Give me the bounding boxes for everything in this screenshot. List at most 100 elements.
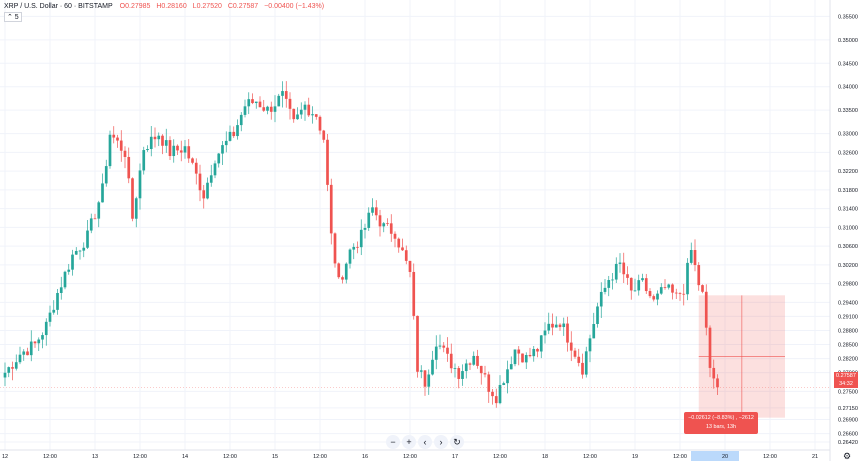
candle-body — [716, 378, 719, 388]
candle-body — [442, 345, 446, 348]
candle-body — [296, 114, 299, 120]
candle-body — [468, 363, 472, 365]
candle-body — [393, 233, 397, 239]
candle-body — [191, 158, 194, 163]
y-tick-label: 0.29100 — [838, 314, 858, 320]
candle-body — [194, 162, 198, 174]
x-tick-label: 12:00 — [583, 454, 597, 460]
candle-body — [198, 173, 202, 191]
candle-body — [569, 342, 573, 351]
candle-body — [367, 212, 371, 228]
candle-body — [228, 131, 232, 141]
candle-body — [641, 278, 644, 281]
measure-change: −0.02612 (−8.83%) , −2612 — [688, 415, 754, 421]
candle-body — [97, 202, 101, 219]
candle-body — [71, 254, 74, 270]
candle-body — [487, 374, 491, 392]
candle-body — [311, 114, 314, 116]
candle-body — [161, 135, 164, 146]
candle-body — [303, 104, 307, 110]
candle-body — [7, 367, 11, 373]
candle-body — [554, 324, 558, 328]
x-tick-label: 17 — [452, 454, 458, 460]
candle-body — [491, 391, 494, 397]
candle-body — [558, 324, 562, 328]
candle-body — [138, 170, 142, 199]
candle-body — [333, 233, 337, 264]
candle-body — [329, 184, 333, 234]
y-tick-label: 0.26420 — [838, 440, 858, 446]
candle-body — [667, 284, 671, 288]
candle-body — [603, 287, 607, 292]
candle-body — [592, 323, 596, 339]
candle-body — [269, 106, 273, 112]
y-tick-label: 0.26900 — [838, 418, 858, 424]
candle-body — [389, 223, 393, 234]
candle-body — [164, 140, 168, 146]
candle-body — [22, 351, 26, 355]
candle-body — [224, 140, 228, 146]
candle-body — [142, 150, 146, 171]
candle-body — [78, 250, 82, 252]
candle-body — [408, 260, 412, 272]
candle-body — [674, 292, 678, 294]
candle-body — [637, 280, 641, 291]
gear-icon[interactable]: ⚙ — [843, 451, 852, 461]
candle-body — [146, 149, 149, 151]
y-tick-label: 0.29400 — [838, 300, 858, 306]
y-tick-label: 0.28200 — [838, 357, 858, 363]
zoom-out-button[interactable]: − — [386, 435, 400, 449]
candle-body — [596, 306, 599, 324]
candle-body — [52, 309, 56, 313]
candle-body — [74, 250, 78, 255]
candle-body — [517, 349, 521, 354]
candle-body — [348, 249, 352, 264]
x-tick-label: 13 — [92, 454, 98, 460]
candle-body — [374, 207, 378, 216]
candle-body — [247, 99, 251, 107]
scroll-back-button[interactable]: ‹ — [418, 435, 432, 449]
candle-body — [326, 139, 329, 185]
candle-body — [532, 348, 536, 357]
candle-body — [18, 354, 22, 363]
candle-body — [543, 330, 547, 336]
candle-body — [682, 293, 686, 295]
candle-body — [397, 238, 401, 248]
candle-body — [708, 327, 712, 368]
scroll-forward-button[interactable]: › — [434, 435, 448, 449]
y-tick-label: 0.27150 — [838, 406, 858, 412]
candle-body — [457, 368, 461, 379]
candle-body — [29, 341, 33, 356]
x-tick-label: 12:00 — [43, 454, 57, 460]
candle-body — [412, 271, 416, 316]
candle-body — [243, 106, 247, 115]
candle-body — [678, 293, 682, 294]
candle-body — [423, 370, 427, 387]
candle-body — [183, 146, 187, 153]
candle-body — [363, 227, 367, 230]
candle-body — [453, 368, 457, 369]
zoom-in-button[interactable]: + — [402, 435, 416, 449]
candle-body — [633, 290, 637, 292]
y-tick-label: 0.31400 — [838, 207, 858, 213]
candle-body — [656, 293, 659, 300]
candle-body — [464, 363, 468, 372]
candle-body — [157, 135, 161, 140]
indicator-collapse-button[interactable]: ⌃ 5 — [4, 12, 22, 22]
x-tick-label: 15 — [272, 454, 278, 460]
candle-body — [254, 101, 258, 104]
x-tick-label: 12:00 — [133, 454, 147, 460]
candle-body — [123, 150, 127, 157]
reset-chart-button[interactable]: ↻ — [450, 435, 464, 449]
candle-body — [663, 287, 667, 288]
x-tick-label: 20 — [722, 454, 728, 460]
candle-body — [573, 350, 577, 357]
candle-body — [93, 218, 97, 220]
candle-body — [344, 263, 348, 280]
x-tick-label: 21 — [812, 454, 818, 460]
y-tick-label: 0.35500 — [838, 14, 858, 20]
candle-body — [449, 353, 453, 369]
candle-body — [461, 371, 464, 379]
candle-body — [176, 145, 179, 151]
